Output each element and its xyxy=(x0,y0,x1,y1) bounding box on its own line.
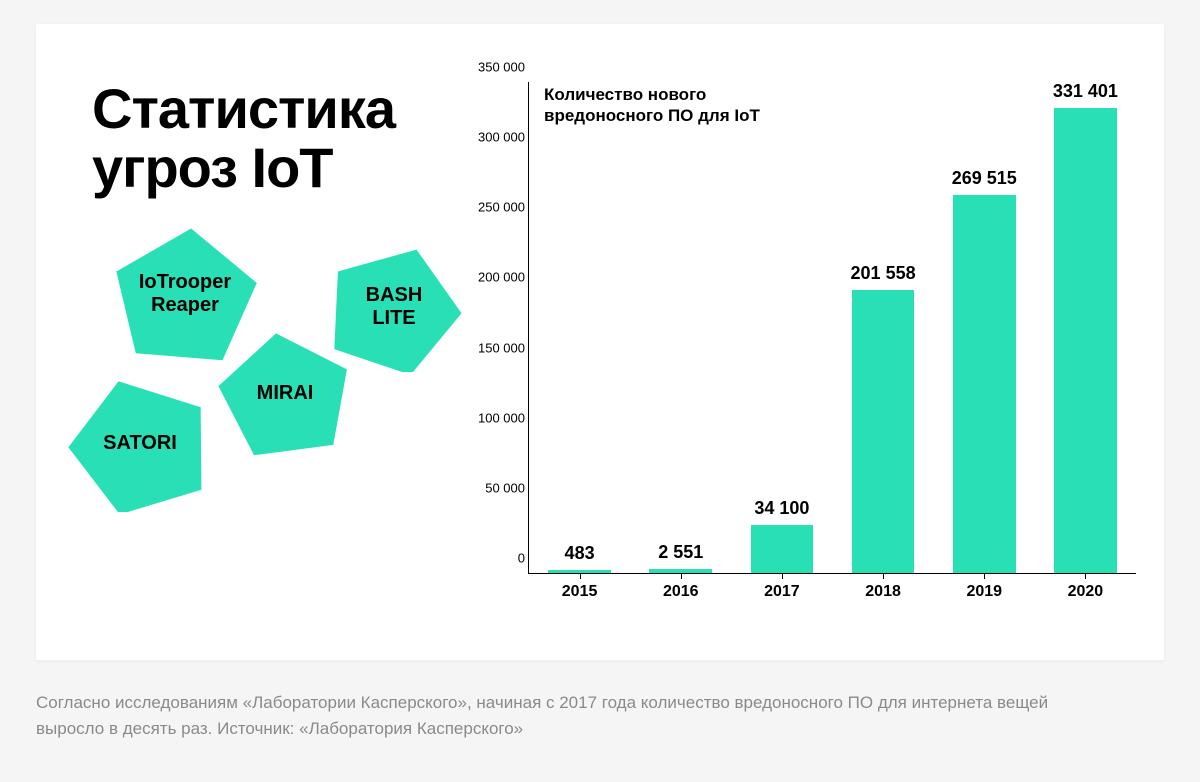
chart-ytick: 150 000 xyxy=(467,340,525,355)
chart-ytick: 250 000 xyxy=(467,200,525,215)
infographic-title: Статистика угроз IoT xyxy=(92,80,395,198)
chart-bar-value: 34 100 xyxy=(754,498,809,519)
chart-xtick: 2017 xyxy=(764,583,800,601)
infographic-card: Статистика угроз IoT IoTrooper Reaper BAS… xyxy=(36,24,1164,660)
chart-ytick: 100 000 xyxy=(467,410,525,425)
threat-pentagon: SATORI xyxy=(66,374,214,512)
chart-bar: 201 558 xyxy=(852,290,915,573)
caption-text: Согласно исследованиям «Лаборатории Касп… xyxy=(36,690,1056,741)
chart-bar-value: 331 401 xyxy=(1053,81,1118,102)
threat-pentagon-label: MIRAI xyxy=(257,382,314,405)
chart-bar: 331 401 xyxy=(1054,108,1117,573)
chart-bar: 34 100 xyxy=(751,525,814,573)
chart-ytick: 350 000 xyxy=(467,60,525,75)
chart-xtick: 2020 xyxy=(1068,583,1104,601)
chart-ytick: 0 xyxy=(467,551,525,566)
threat-pentagon: MIRAI xyxy=(216,329,354,457)
chart-ytick: 50 000 xyxy=(467,480,525,495)
chart-bar-value: 483 xyxy=(565,543,595,564)
threat-pentagon-label: IoTrooper Reaper xyxy=(139,271,231,317)
chart-ytick: 300 000 xyxy=(467,130,525,145)
chart-bar-value: 269 515 xyxy=(952,168,1017,189)
threat-pentagon-label: SATORI xyxy=(103,432,177,455)
chart-xtick-mark xyxy=(782,573,783,579)
chart-bar: 269 515 xyxy=(953,195,1016,573)
chart-xtick-mark xyxy=(984,573,985,579)
chart-ytick: 200 000 xyxy=(467,270,525,285)
chart-bar-value: 201 558 xyxy=(851,263,916,284)
chart-xtick-mark xyxy=(580,573,581,579)
chart-xtick: 2015 xyxy=(562,583,598,601)
chart-plot-area: 050 000100 000150 000200 000250 000300 0… xyxy=(528,82,1136,574)
chart-xtick-mark xyxy=(681,573,682,579)
chart-xtick-mark xyxy=(1085,573,1086,579)
chart-xtick: 2018 xyxy=(865,583,901,601)
chart-xtick: 2016 xyxy=(663,583,699,601)
chart-xtick: 2019 xyxy=(966,583,1002,601)
threat-pentagon-cluster: IoTrooper Reaper BASH LITE MIRAI SATORI xyxy=(66,224,466,504)
iot-malware-chart: Количество нового вредоносного ПО для Io… xyxy=(466,72,1144,616)
page: Статистика угроз IoT IoTrooper Reaper BAS… xyxy=(0,0,1200,782)
chart-xtick-mark xyxy=(883,573,884,579)
threat-pentagon-label: BASH LITE xyxy=(366,284,423,330)
chart-bar-value: 2 551 xyxy=(658,542,703,563)
